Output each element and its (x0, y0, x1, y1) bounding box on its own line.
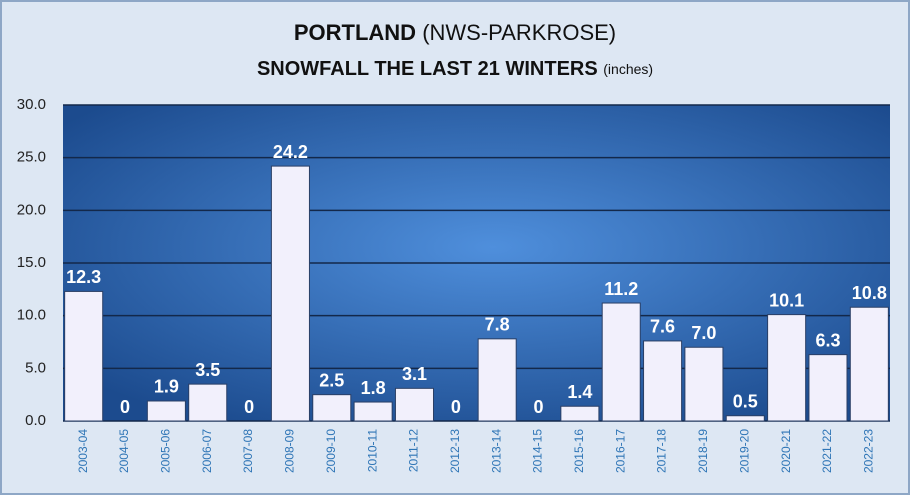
x-tick-label: 2018-19 (696, 429, 710, 473)
subtitle-main: SNOWFALL THE LAST 21 WINTERS (257, 58, 598, 80)
bar (560, 405, 600, 422)
x-tick-label: 2009-10 (324, 429, 338, 473)
data-label: 10.8 (852, 283, 887, 303)
x-tick-label: 2019-20 (737, 429, 751, 473)
x-tick-label: 2015-16 (572, 429, 586, 473)
x-tick-label: 2020-21 (779, 429, 793, 473)
bar (394, 387, 434, 422)
data-label: 3.1 (402, 364, 427, 384)
bar (188, 383, 228, 422)
bar (270, 165, 310, 422)
bar (146, 400, 186, 422)
data-label: 3.5 (195, 360, 220, 380)
x-tick-label: 2014-15 (531, 429, 545, 473)
x-tick-label: 2016-17 (613, 429, 627, 473)
chart-subtitle: SNOWFALL THE LAST 21 WINTERS (inches) (257, 58, 653, 80)
bar (767, 314, 807, 422)
data-label: 0 (534, 397, 544, 417)
x-tick-label: 2004-05 (117, 429, 131, 473)
data-label: 7.8 (485, 315, 510, 335)
data-label: 11.2 (604, 279, 638, 299)
bar (312, 394, 352, 422)
bar (684, 346, 724, 422)
y-tick-label: 20.0 (17, 201, 46, 218)
data-label: 0 (244, 397, 254, 417)
data-label: 0 (451, 397, 461, 417)
y-tick-label: 10.0 (17, 307, 46, 324)
data-label: 1.4 (567, 382, 592, 402)
bar (601, 302, 641, 422)
data-label: 10.1 (769, 290, 804, 310)
y-tick-label: 0.0 (25, 412, 46, 429)
y-tick-label: 30.0 (17, 96, 46, 113)
data-label: 2.5 (319, 370, 344, 390)
x-tick-label: 2011-12 (407, 429, 421, 472)
x-tick-label: 2007-08 (241, 429, 255, 473)
x-tick-label: 2012-13 (448, 429, 462, 473)
title-main: PORTLAND (294, 20, 416, 45)
x-tick-label: 2021-22 (820, 429, 834, 473)
bar (849, 306, 889, 422)
data-label: 0.5 (733, 391, 758, 411)
bar (64, 290, 104, 422)
x-tick-label: 2022-23 (861, 429, 875, 473)
data-label: 0 (120, 397, 130, 417)
data-label: 1.9 (154, 377, 179, 397)
x-tick-label: 2017-18 (655, 429, 669, 473)
x-tick-label: 2008-09 (283, 429, 297, 473)
y-tick-label: 25.0 (17, 149, 46, 166)
title-note: (NWS-PARKROSE) (422, 20, 616, 45)
bar (808, 354, 848, 422)
data-label: 7.6 (650, 317, 675, 337)
subtitle-note: (inches) (603, 61, 653, 77)
x-tick-label: 2003-04 (76, 429, 90, 473)
y-tick-label: 15.0 (17, 254, 46, 271)
data-label: 12.3 (66, 267, 101, 287)
data-label: 24.2 (273, 142, 308, 162)
x-tick-label: 2006-07 (200, 429, 214, 473)
x-tick-label: 2005-06 (159, 429, 173, 473)
y-tick-label: 5.0 (25, 359, 46, 376)
data-label: 7.0 (691, 323, 716, 343)
bar (477, 338, 517, 422)
bar (643, 340, 683, 422)
x-tick-label: 2010-11 (365, 429, 379, 472)
bar (353, 401, 393, 422)
bar (725, 415, 765, 422)
data-label: 6.3 (815, 330, 840, 350)
data-label: 1.8 (361, 378, 386, 398)
chart-title: PORTLAND (NWS-PARKROSE) (294, 20, 616, 45)
x-tick-label: 2013-14 (489, 429, 503, 473)
